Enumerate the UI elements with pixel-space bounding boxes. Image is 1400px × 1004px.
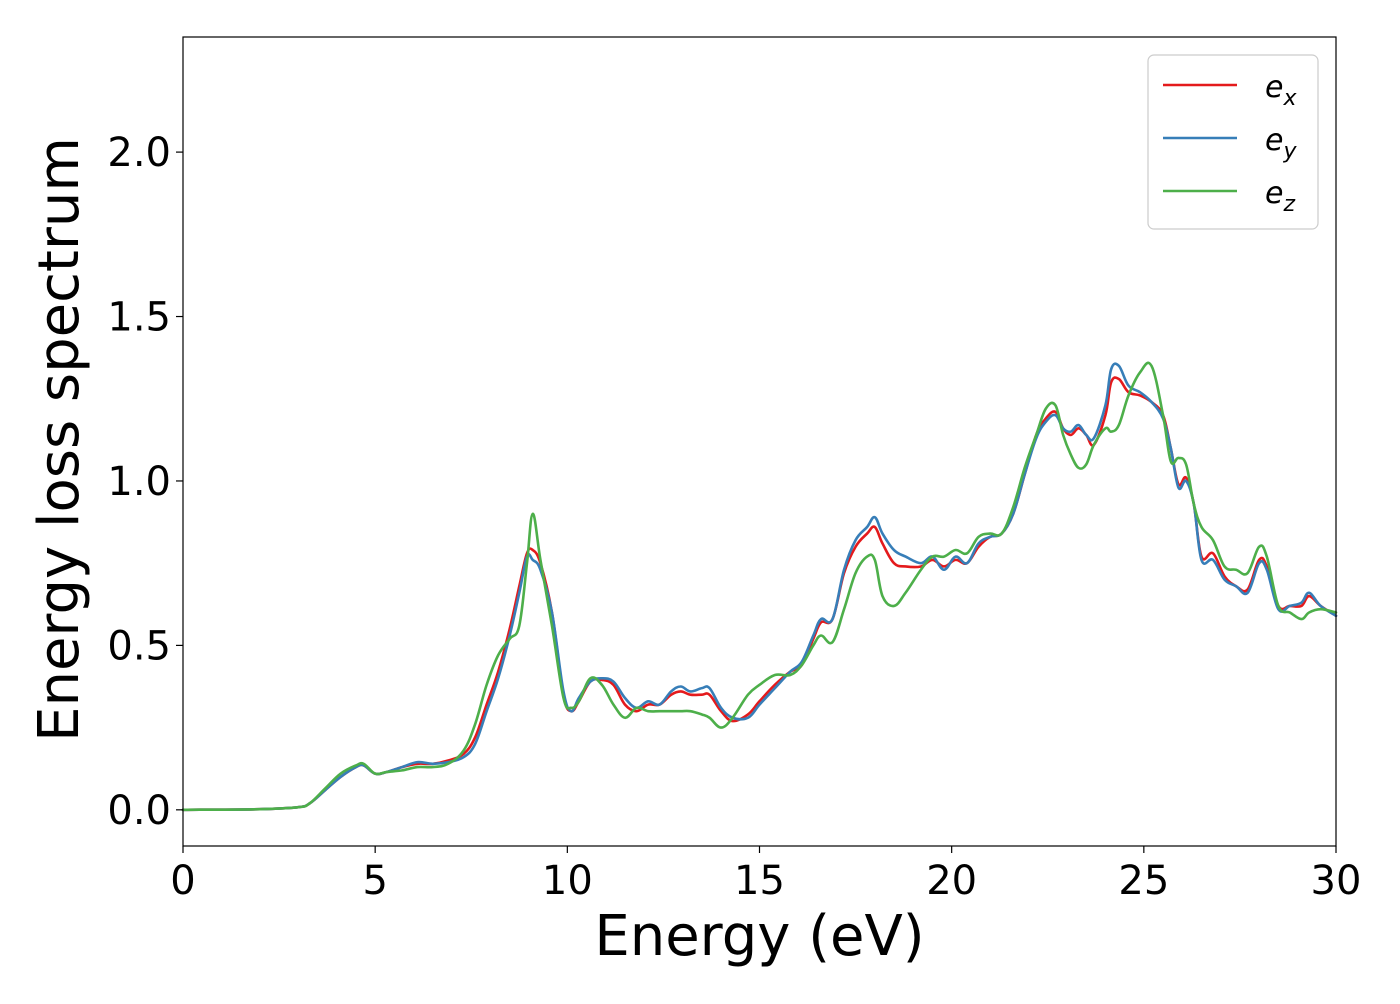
legend-label-z: ez (1265, 176, 1295, 217)
legend-label-base: e (1265, 176, 1283, 211)
x-tick-label: 30 (1311, 858, 1362, 904)
y-tick-label: 0.5 (107, 623, 171, 669)
y-tick-label: 1.0 (107, 459, 171, 505)
legend-label-base: e (1265, 123, 1283, 158)
legend-label-subscript: z (1282, 192, 1295, 217)
x-tick-label: 15 (734, 858, 785, 904)
x-tick-label: 5 (362, 858, 387, 904)
x-tick-label: 10 (542, 858, 593, 904)
y-tick-label: 1.5 (107, 295, 171, 341)
legend-label-subscript: x (1282, 86, 1297, 111)
legend-label-y: ey (1265, 123, 1297, 164)
ticks-layer: 0 5 10 15 20 25 30 0.0 0.5 1.0 1.5 2.0 (107, 130, 1361, 904)
x-tick-label: 20 (926, 858, 977, 904)
legend-label-base: e (1265, 70, 1283, 105)
legend-label-x: ex (1265, 70, 1297, 111)
series-line-y (181, 362, 1338, 812)
y-tick-label: 2.0 (107, 130, 171, 176)
legend-label-subscript: y (1282, 139, 1297, 164)
x-tick-label: 25 (1118, 858, 1169, 904)
series-line-z (181, 361, 1338, 812)
x-axis-label: Energy (eV) (594, 904, 924, 969)
legend-box (1147, 54, 1319, 230)
series-layer (181, 361, 1338, 812)
x-tick-label: 0 (170, 858, 195, 904)
y-axis-label: Energy loss spectrum (27, 137, 92, 742)
y-tick-label: 0.0 (107, 788, 171, 834)
